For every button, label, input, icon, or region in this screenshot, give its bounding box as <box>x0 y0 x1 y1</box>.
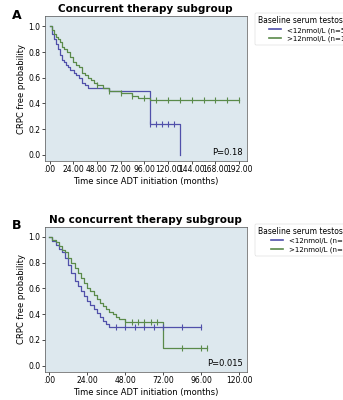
Legend: <12nmol/L (n=50), >12nmol/L (n=128): <12nmol/L (n=50), >12nmol/L (n=128) <box>255 13 343 45</box>
Text: A: A <box>12 9 22 22</box>
Text: B: B <box>12 220 22 232</box>
Y-axis label: CRPC free probability: CRPC free probability <box>16 44 25 134</box>
Text: P=0.18: P=0.18 <box>212 148 243 157</box>
X-axis label: Time since ADT initiation (months): Time since ADT initiation (months) <box>73 177 218 186</box>
X-axis label: Time since ADT initiation (months): Time since ADT initiation (months) <box>73 388 218 397</box>
Y-axis label: CRPC free probability: CRPC free probability <box>16 254 25 344</box>
Title: Concurrent therapy subgroup: Concurrent therapy subgroup <box>58 4 233 14</box>
Title: No concurrent therapy subgroup: No concurrent therapy subgroup <box>49 214 242 224</box>
Legend: <12nmol/L (n=37), >12nmol/L (n=43): <12nmol/L (n=37), >12nmol/L (n=43) <box>255 224 343 256</box>
Text: P=0.015: P=0.015 <box>207 359 243 368</box>
